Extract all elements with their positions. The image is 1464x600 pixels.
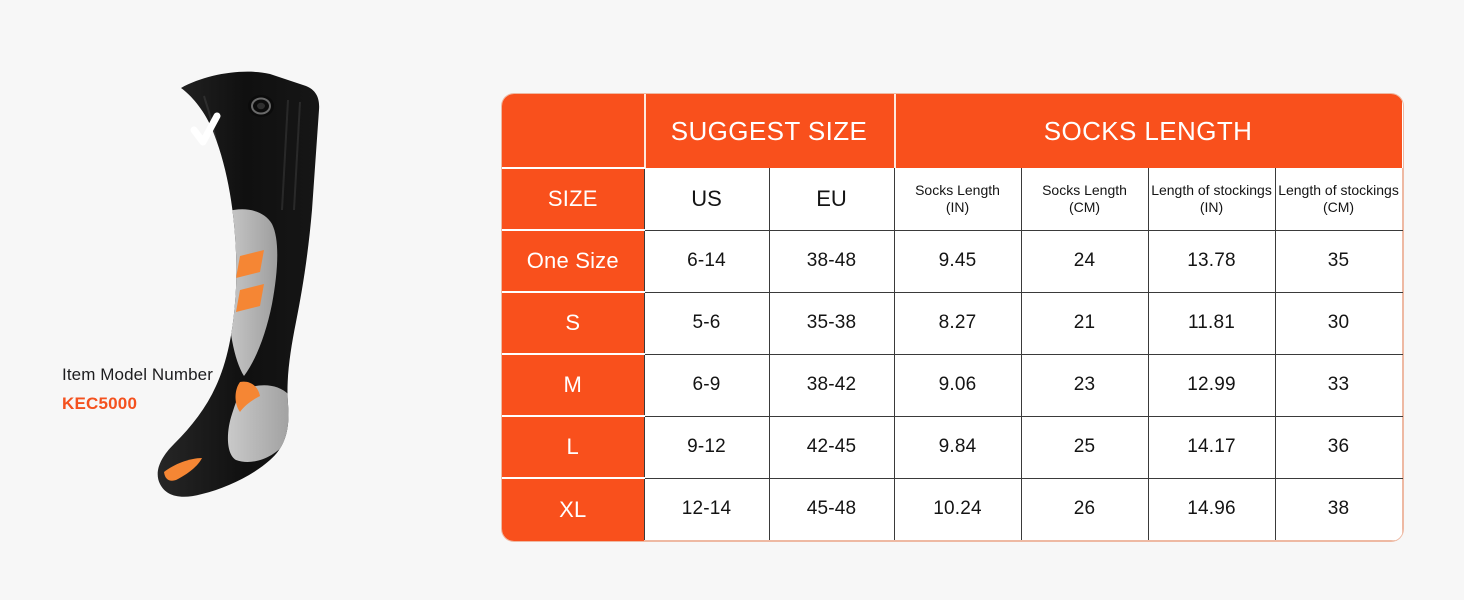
sock-illustration [157, 71, 320, 497]
model-number-value: KEC5000 [62, 394, 138, 413]
cell-us: 6-14 [643, 229, 770, 293]
sock-toe-accent [164, 458, 202, 481]
cell-eu: 42-45 [768, 415, 895, 479]
cell-stockings-cm: 36 [1274, 415, 1403, 479]
cell-us: 9-12 [643, 415, 770, 479]
cell-eu: 38-42 [768, 353, 895, 417]
table-subheader-row: SIZE US EU Socks Length (IN) Socks Lengt… [502, 167, 1403, 231]
cell-socks-in: 8.27 [893, 291, 1022, 355]
sock-ankle-accent [235, 381, 260, 412]
cell-socks-cm: 23 [1020, 353, 1149, 417]
subheader-socks-length-cm-text: Socks Length [1042, 181, 1127, 198]
size-chart-container: SUGGEST SIZE SOCKS LENGTH SIZE US EU Soc… [502, 94, 1403, 541]
row-size-label: One Size [502, 229, 644, 293]
row-size-label: S [502, 291, 644, 355]
cell-eu: 45-48 [768, 477, 895, 541]
cell-stockings-in: 11.81 [1147, 291, 1276, 355]
cell-stockings-cm: 35 [1274, 229, 1403, 293]
model-number-block: Item Model Number KEC5000 [62, 363, 302, 417]
cell-socks-cm: 25 [1020, 415, 1149, 479]
cell-socks-in: 9.84 [893, 415, 1022, 479]
row-size-label: M [502, 353, 644, 417]
cell-stockings-in: 14.17 [1147, 415, 1276, 479]
subheader-socks-length-in-unit: (IN) [945, 198, 970, 215]
banner-socks-length: SOCKS LENGTH [894, 94, 1403, 169]
table-row: One Size 6-14 38-48 9.45 24 13.78 35 [502, 229, 1403, 293]
table-row: L 9-12 42-45 9.84 25 14.17 36 [502, 415, 1403, 479]
subheader-size: SIZE [502, 167, 644, 231]
cell-stockings-cm: 30 [1274, 291, 1403, 355]
cell-stockings-in: 12.99 [1147, 353, 1276, 417]
subheader-us: US [643, 168, 770, 231]
subheader-socks-length-in-text: Socks Length [915, 181, 1000, 198]
cell-stockings-in: 14.96 [1147, 477, 1276, 541]
cell-socks-in: 9.45 [893, 229, 1022, 293]
cell-socks-cm: 24 [1020, 229, 1149, 293]
table-row: XL 12-14 45-48 10.24 26 14.96 38 [502, 477, 1403, 541]
subheader-stockings-in-unit: (IN) [1199, 198, 1224, 215]
row-size-label: L [502, 415, 644, 479]
subheader-stockings-cm-unit: (CM) [1322, 198, 1355, 215]
subheader-socks-length-cm-unit: (CM) [1068, 198, 1101, 215]
table-row: S 5-6 35-38 8.27 21 11.81 30 [502, 291, 1403, 355]
cell-socks-cm: 21 [1020, 291, 1149, 355]
subheader-stockings-in: Length of stockings (IN) [1147, 168, 1276, 231]
subheader-socks-length-in: Socks Length (IN) [893, 168, 1022, 231]
cell-us: 5-6 [643, 291, 770, 355]
sock-orange-stripes [236, 250, 264, 312]
sock-product-image [140, 60, 440, 530]
banner-suggest-size: SUGGEST SIZE [644, 94, 895, 169]
cell-us: 6-9 [643, 353, 770, 417]
sock-power-button-icon [248, 95, 274, 117]
cell-eu: 38-48 [768, 229, 895, 293]
subheader-stockings-in-text: Length of stockings [1151, 181, 1272, 198]
size-chart-table: SUGGEST SIZE SOCKS LENGTH SIZE US EU Soc… [502, 94, 1403, 541]
brand-check-logo-icon [190, 112, 221, 146]
table-banner-row: SUGGEST SIZE SOCKS LENGTH [502, 94, 1403, 169]
sock-body [157, 71, 320, 497]
cell-eu: 35-38 [768, 291, 895, 355]
model-number-label: Item Model Number [62, 365, 213, 384]
cell-stockings-cm: 33 [1274, 353, 1403, 417]
row-size-label: XL [502, 477, 644, 541]
banner-spacer-cell [502, 94, 644, 169]
table-row: M 6-9 38-42 9.06 23 12.99 33 [502, 353, 1403, 417]
cell-socks-in: 9.06 [893, 353, 1022, 417]
cell-stockings-in: 13.78 [1147, 229, 1276, 293]
subheader-stockings-cm-text: Length of stockings [1278, 181, 1399, 198]
cell-socks-in: 10.24 [893, 477, 1022, 541]
cell-us: 12-14 [643, 477, 770, 541]
subheader-eu: EU [768, 168, 895, 231]
cell-stockings-cm: 38 [1274, 477, 1403, 541]
cell-socks-cm: 26 [1020, 477, 1149, 541]
product-panel: Item Model Number KEC5000 [0, 0, 490, 600]
subheader-stockings-cm: Length of stockings (CM) [1274, 168, 1403, 231]
subheader-socks-length-cm: Socks Length (CM) [1020, 168, 1149, 231]
